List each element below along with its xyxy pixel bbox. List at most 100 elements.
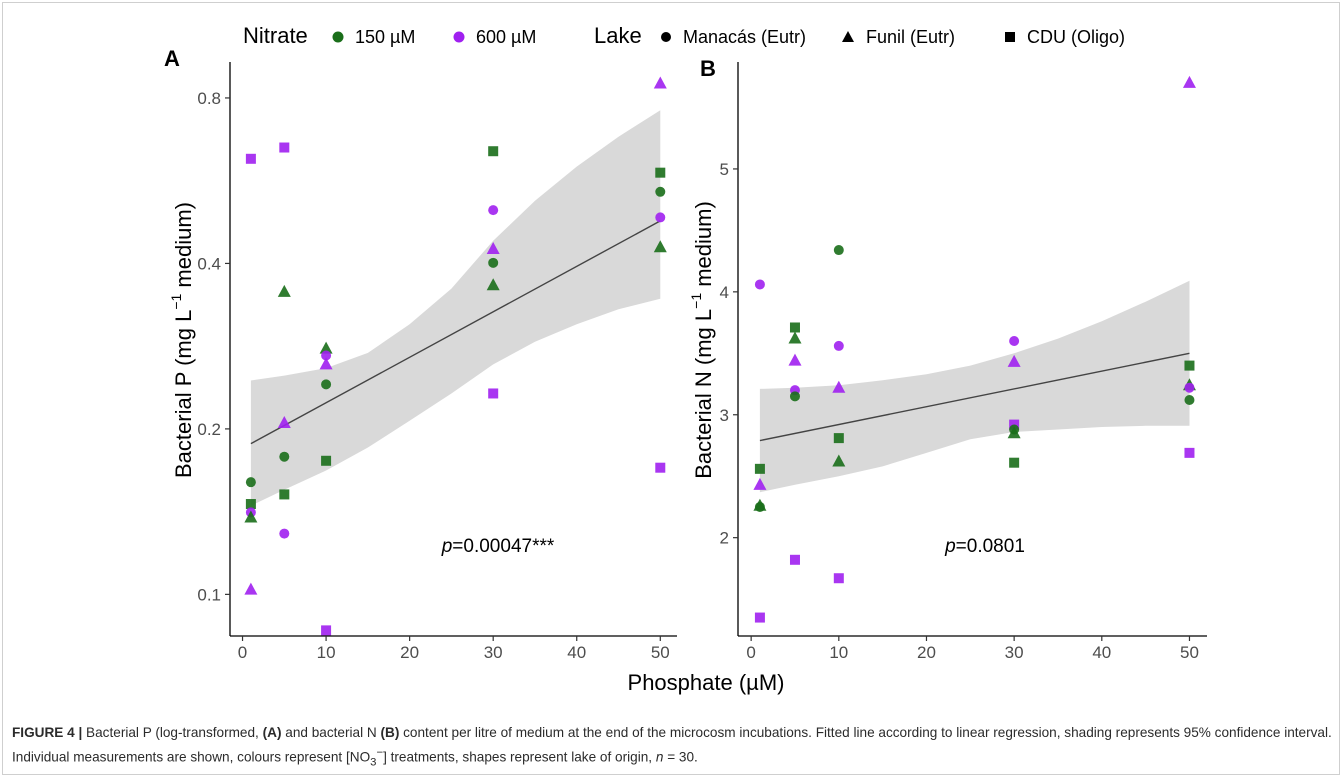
panel-a-letter: A [164,46,180,71]
panel-a-x-tick-label: 40 [567,643,586,662]
legend-lake-title: Lake [594,23,642,48]
panel-b-point-circle [754,501,765,512]
panel-b-point-triangle [788,353,802,366]
panel-b-point-triangle [832,454,846,467]
panel-a-point-triangle [244,510,258,523]
panel-b-point-circle [1184,395,1195,406]
panel-b-point-square [1009,457,1020,468]
panel-a-point-circle [488,257,499,268]
panel-a-point-circle [279,528,290,539]
legend-circle-icon [661,32,671,42]
panel-a-point-square [655,462,666,473]
panel-b-point-circle [1009,336,1020,347]
legend-triangle-icon [842,31,854,42]
panel-a-point-triangle [653,76,667,89]
panel-b-letter: B [700,56,716,81]
panel-a-x-tick-label: 0 [238,643,247,662]
panel-b-y-axis-title: Bacterial N (mg L−1 medium) [688,201,716,479]
panel-a-point-circle [245,477,256,488]
panel-b-x-tick-label: 40 [1092,643,1111,662]
panel-a-point-circle [321,379,332,390]
panel-a-point-triangle [277,416,291,429]
panel-a-point-circle [321,350,332,361]
panel-b-x-tick-label: 30 [1005,643,1024,662]
panel-b-fit-line [759,352,1190,442]
panel-b-point-square [754,612,765,623]
figure-plot: Nitrate 150 µM 600 µM Lake Manacás (Eutr… [164,23,1207,695]
panel-a-y-axis-title: Bacterial P (mg L−1 medium) [168,202,196,478]
panel-a-point-circle [655,186,666,197]
panel-b-y-tick-label: 5 [720,160,729,179]
panel-b-confidence-band [759,280,1190,493]
panel-a-point-triangle [486,278,500,291]
legend-lake-manacas-label: Manacás (Eutr) [683,27,806,47]
panel-a-y-tick-label: 0.4 [197,254,221,273]
panel-a-point-triangle [653,240,667,253]
panel-b-x-tick-label: 20 [917,643,936,662]
panel-b-point-square [754,463,765,474]
panel-a-point-square [488,146,499,157]
panel-b: B Bacterial N (mg L−1 medium) 0 10 20 30 40 5… [688,56,1207,662]
panel-a-point-square [655,167,666,178]
legend-nitrate-title: Nitrate [243,23,308,48]
panel-b-point-circle [833,245,844,256]
panel-a-point-triangle [319,341,333,354]
panel-a-confidence-band [250,110,661,506]
panel-a-point-triangle [486,241,500,254]
panel-a-point-circle [655,212,666,223]
panel-b-point-square [833,573,844,584]
panel-b-y-tick-label: 2 [720,529,729,548]
panel-b-point-circle [754,279,765,290]
panel-b-p-value: p=0.0801 [944,536,1025,557]
panel-a-point-square [321,625,332,636]
panel-b-point-square [789,322,800,333]
legend-nitrate-600-key [453,31,465,43]
legend: Nitrate 150 µM 600 µM Lake Manacás (Eutr… [243,23,1125,48]
panel-a-y-tick-label: 0.8 [197,89,221,108]
panel-b-x-tick-label: 10 [829,643,848,662]
panel-b-point-circle [833,340,844,351]
panel-a-point-triangle [244,582,258,595]
panel-a-y-tick-label: 0.1 [197,585,221,604]
panel-a-point-square [245,499,256,510]
panel-b-point-triangle [1007,354,1021,367]
panel-b-point-square [789,554,800,565]
panel-b-x-tick-label: 0 [746,643,755,662]
panel-a-point-triangle [277,284,291,297]
legend-lake-cdu-label: CDU (Oligo) [1027,27,1125,47]
panel-b-point-circle [1184,382,1195,393]
panel-b-point-circle [1009,424,1020,435]
x-axis-title: Phosphate (µM) [628,670,785,695]
panel-b-point-square [1184,360,1195,371]
panel-b-point-circle [789,391,800,402]
panel-b-point-triangle [832,380,846,393]
panel-a: A Bacterial P (mg L−1 medium) 0 10 20 30 40 5… [164,46,677,662]
legend-nitrate-600-label: 600 µM [476,27,536,47]
legend-lake-funil-label: Funil (Eutr) [866,27,955,47]
panel-a-point-square [279,142,290,153]
panel-b-y-tick-label: 4 [720,283,729,302]
panel-a-point-square [245,153,256,164]
panel-a-point-square [488,388,499,399]
panel-a-x-tick-label: 20 [400,643,419,662]
panel-b-point-triangle [788,331,802,344]
panel-a-point-square [321,455,332,466]
panel-a-x-tick-label: 30 [484,643,503,662]
panel-b-x-tick-label: 50 [1180,643,1199,662]
panel-a-y-tick-label: 0.2 [197,420,221,439]
caption-label: FIGURE 4 | [12,725,83,740]
panel-a-point-triangle [319,357,333,370]
legend-square-icon [1005,32,1015,42]
panel-a-point-circle [279,451,290,462]
panel-b-point-triangle [753,477,767,490]
panel-a-x-tick-label: 10 [317,643,336,662]
legend-nitrate-150-label: 150 µM [355,27,415,47]
panel-a-fit-line [250,220,661,445]
panel-a-p-value: p=0.00047*** [441,536,555,557]
panel-b-y-tick-label: 3 [720,406,729,425]
legend-nitrate-150-key [332,31,344,43]
panel-a-x-tick-label: 50 [651,643,670,662]
panel-a-point-circle [488,205,499,216]
panel-b-point-square [833,433,844,444]
